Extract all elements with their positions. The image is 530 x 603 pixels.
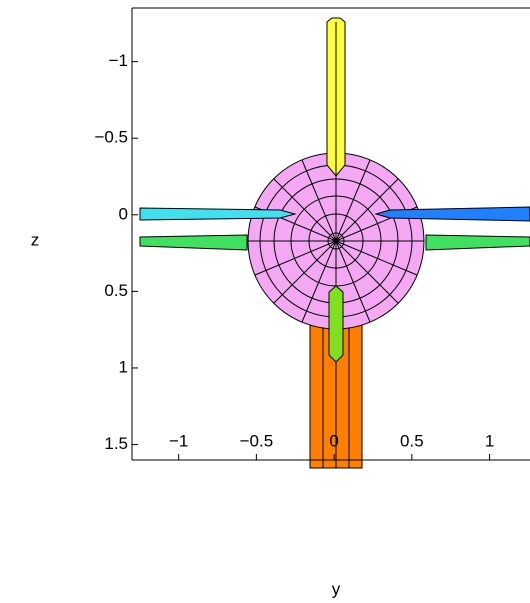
y-tick-label: −0.5: [94, 128, 128, 147]
x-tick-label: −1: [169, 431, 188, 450]
x-tick-label: 0: [329, 431, 338, 450]
y-tick-label: 0.5: [104, 281, 128, 300]
plot-shapes: [139, 17, 530, 469]
y-tick-label: −1: [109, 51, 128, 70]
y-tick-label: 1: [119, 357, 128, 376]
x-tick-label: 0.5: [400, 431, 424, 450]
z-axis-label: z: [31, 230, 40, 249]
y-tick-label: 1.5: [104, 434, 128, 453]
x-tick-label: −0.5: [240, 431, 274, 450]
x-axis-label: y: [332, 579, 341, 598]
y-tick-label: 0: [119, 204, 128, 223]
x-tick-label: 1: [485, 431, 494, 450]
